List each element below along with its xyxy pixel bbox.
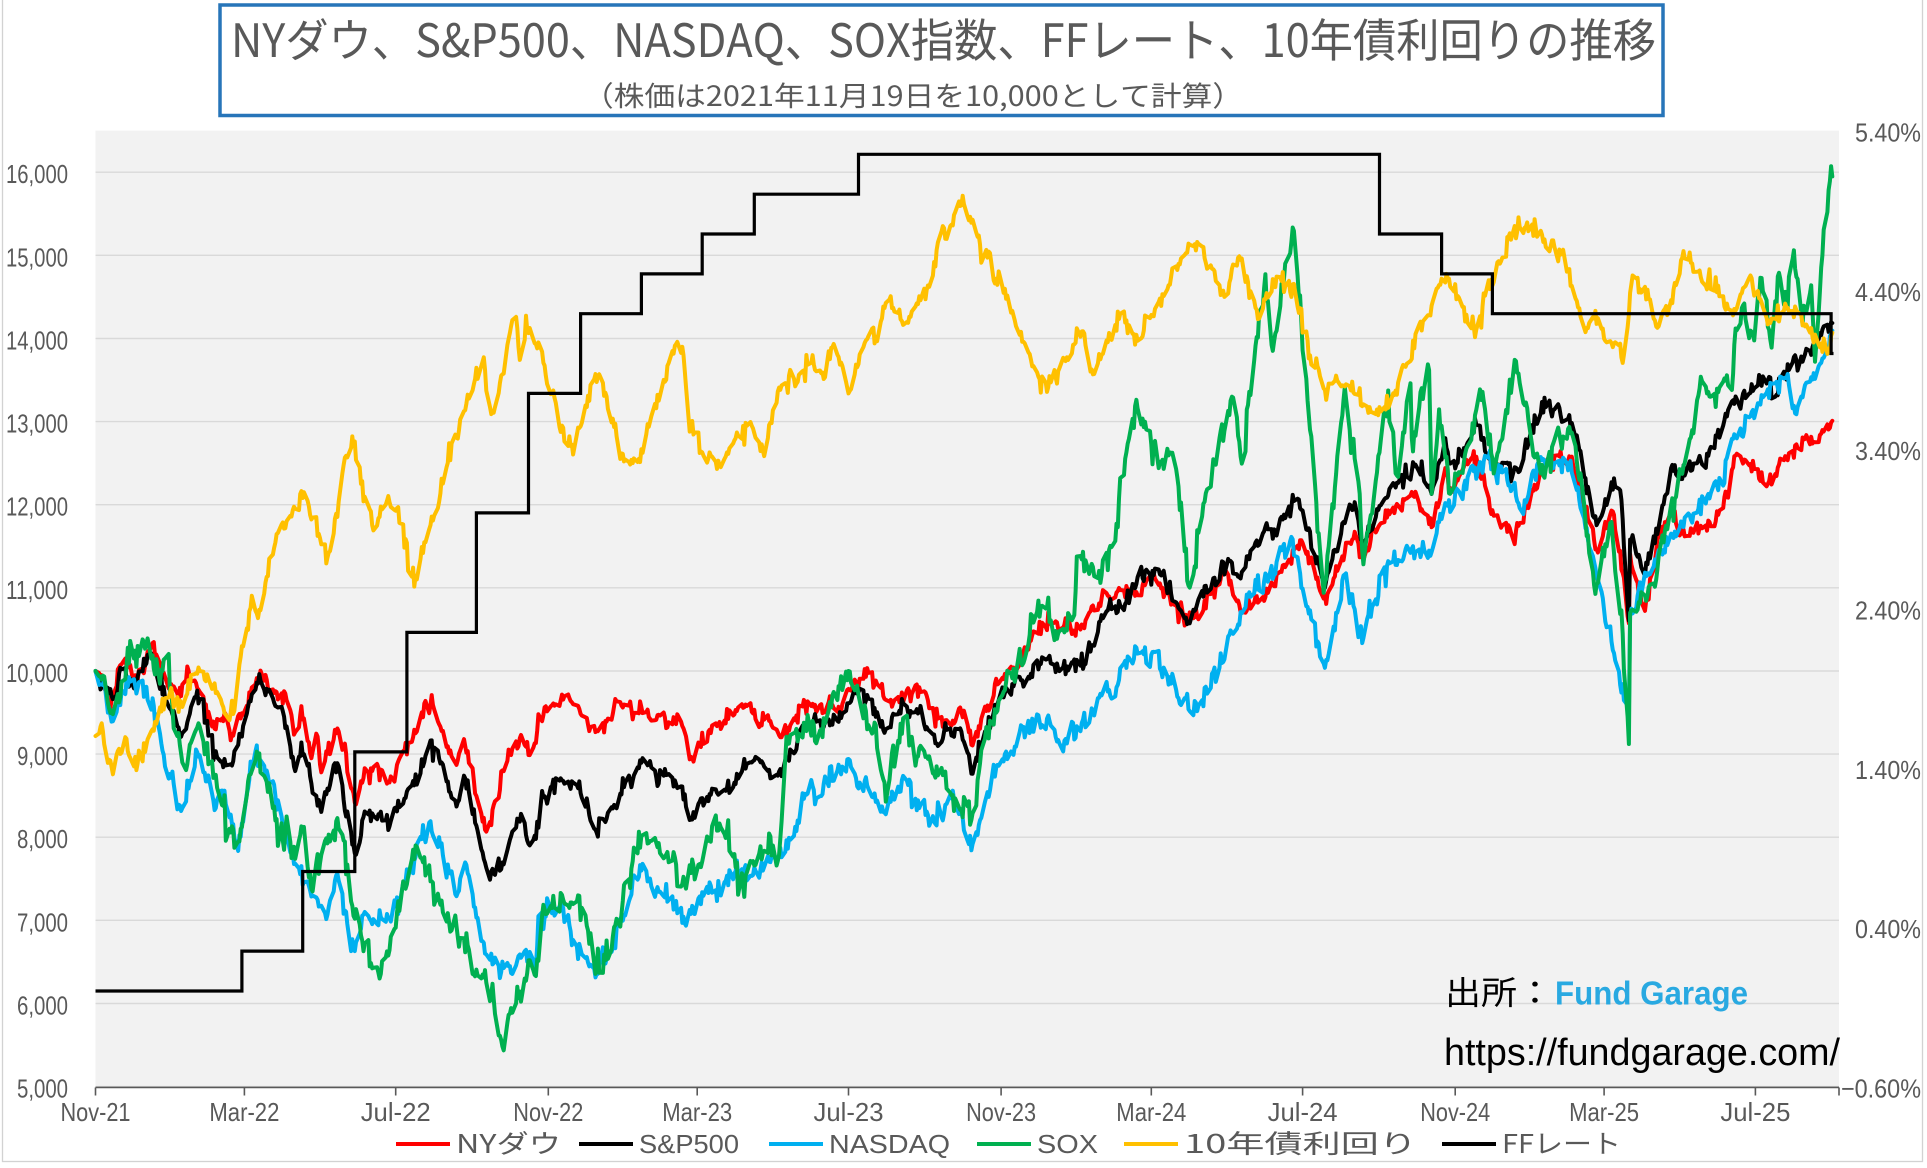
- svg-text:1.40%: 1.40%: [1855, 755, 1921, 785]
- svg-text:Nov-23: Nov-23: [966, 1097, 1036, 1127]
- svg-text:11,000: 11,000: [6, 575, 68, 605]
- svg-text:S&P500: S&P500: [639, 1129, 739, 1159]
- svg-text:Mar-23: Mar-23: [662, 1097, 732, 1127]
- svg-text:0.40%: 0.40%: [1855, 914, 1921, 944]
- svg-text:Jul-25: Jul-25: [1720, 1097, 1790, 1127]
- svg-text:Nov-21: Nov-21: [61, 1097, 131, 1127]
- svg-text:12,000: 12,000: [6, 492, 68, 522]
- svg-text:16,000: 16,000: [6, 159, 68, 189]
- svg-text:8,000: 8,000: [17, 824, 68, 854]
- svg-text:3.40%: 3.40%: [1855, 436, 1921, 466]
- svg-text:Jul-24: Jul-24: [1268, 1097, 1338, 1127]
- svg-text:5,000: 5,000: [17, 1074, 68, 1104]
- svg-text:Jul-22: Jul-22: [361, 1097, 431, 1127]
- svg-text:14,000: 14,000: [6, 326, 68, 356]
- svg-text:SOX: SOX: [1037, 1129, 1098, 1159]
- svg-text:5.40%: 5.40%: [1855, 117, 1921, 147]
- svg-text:Nov-22: Nov-22: [513, 1097, 583, 1127]
- svg-text:10,000: 10,000: [6, 658, 68, 688]
- svg-text:Jul-23: Jul-23: [814, 1097, 884, 1127]
- svg-text:−0.60%: −0.60%: [1841, 1074, 1921, 1104]
- svg-text:9,000: 9,000: [17, 741, 68, 771]
- svg-text:Mar-25: Mar-25: [1569, 1097, 1639, 1127]
- svg-text:4.40%: 4.40%: [1855, 277, 1921, 307]
- svg-text:NASDAQ: NASDAQ: [829, 1129, 950, 1159]
- svg-text:13,000: 13,000: [6, 409, 68, 439]
- svg-text:Fund Garage: Fund Garage: [1555, 975, 1748, 1012]
- svg-text:2.40%: 2.40%: [1855, 596, 1921, 626]
- svg-text:6,000: 6,000: [17, 991, 68, 1021]
- svg-text:7,000: 7,000: [17, 907, 68, 937]
- svg-text:Mar-24: Mar-24: [1116, 1097, 1186, 1127]
- svg-text:https://fundgarage.com/: https://fundgarage.com/: [1444, 1032, 1840, 1074]
- svg-text:Mar-22: Mar-22: [209, 1097, 279, 1127]
- svg-text:15,000: 15,000: [6, 242, 68, 272]
- svg-text:Nov-24: Nov-24: [1420, 1097, 1490, 1127]
